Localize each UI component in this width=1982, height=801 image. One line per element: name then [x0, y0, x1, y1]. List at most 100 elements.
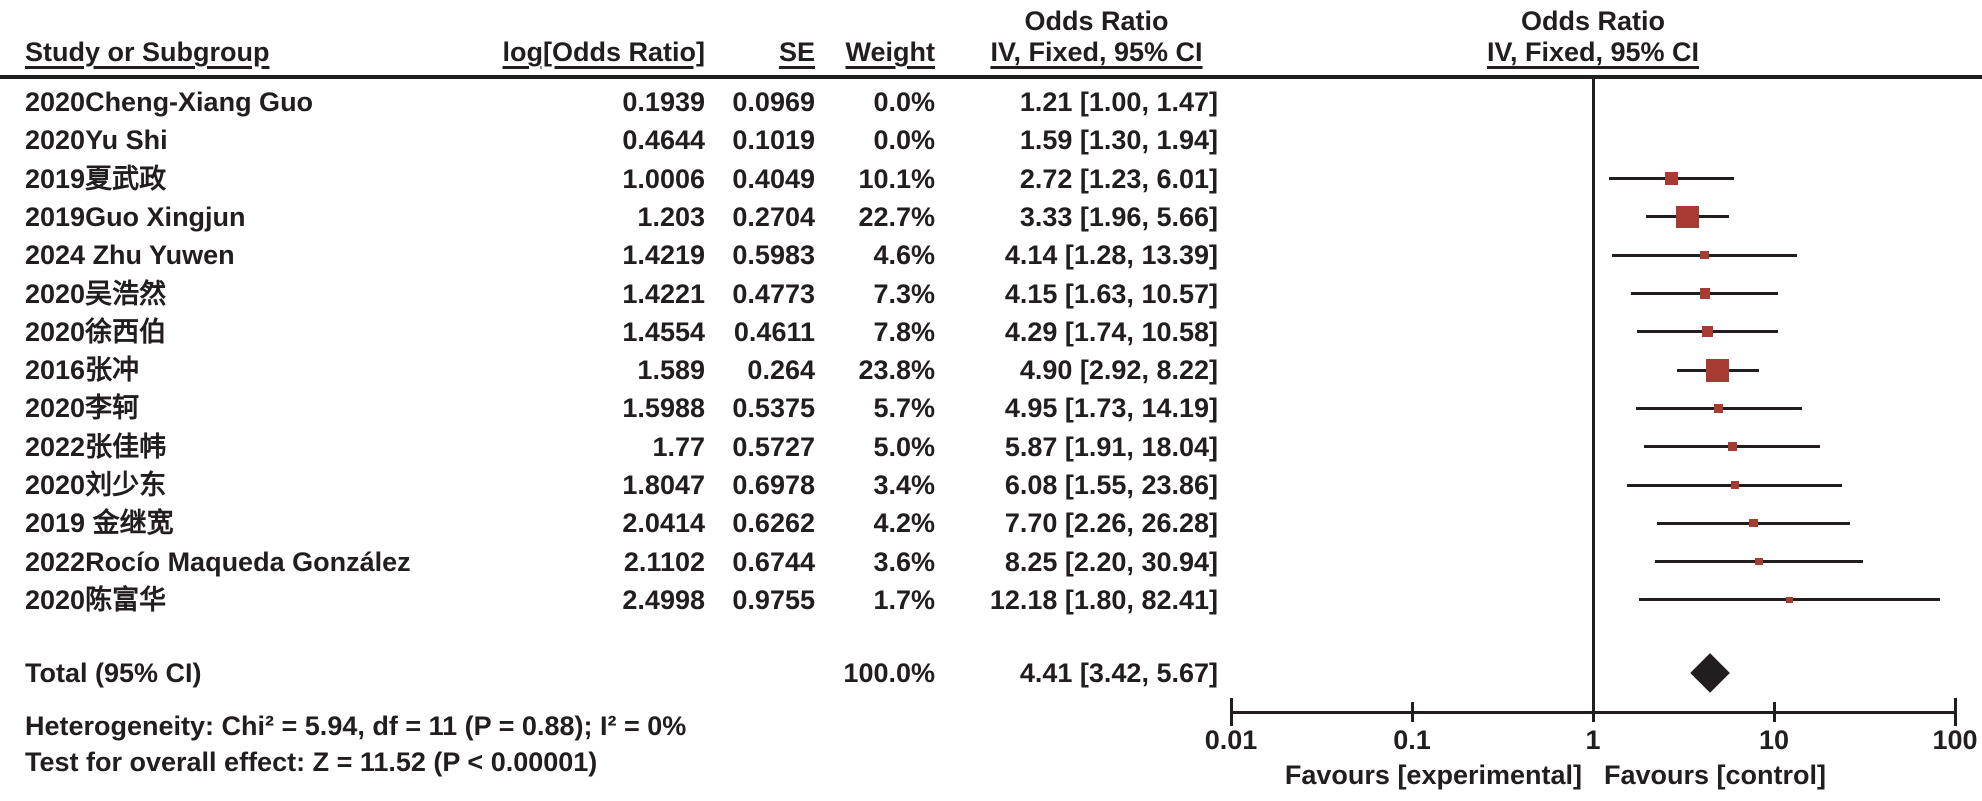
- total-weight-value: 100.0%: [843, 658, 935, 688]
- odds-ratio-ci-text: 4.29 [1.74, 10.58]: [1004, 316, 1218, 347]
- effect-size-marker: [1699, 288, 1711, 299]
- log-odds-ratio-value: 1.589: [637, 355, 705, 386]
- axis-tick: [1229, 698, 1233, 726]
- weight-value: 0.0%: [873, 125, 935, 156]
- study-name: 2019Guo Xingjun: [25, 201, 246, 232]
- study-name: 2020Cheng-Xiang Guo: [25, 87, 314, 117]
- study-name: 2020吴浩然: [25, 278, 167, 309]
- se-value: 0.4049: [732, 163, 815, 194]
- null-effect-line: [1591, 79, 1595, 712]
- study-name: 2020Yu Shi: [25, 125, 168, 156]
- study-name: 2020徐西伯: [25, 316, 167, 347]
- se-column-header: SE: [778, 37, 815, 67]
- log-odds-ratio-value: 2.1102: [623, 546, 705, 577]
- se-value: 0.6744: [732, 546, 815, 577]
- study-row: 2022张佳帏 1.77 0.5727 5.0% 5.87 [1.91, 18.…: [0, 428, 1982, 466]
- weight-value: 7.8%: [873, 316, 935, 347]
- ci-method-plot-column-header: IV, Fixed, 95% CI: [1486, 37, 1700, 67]
- favours-control-label: Favours [control]: [1604, 760, 1827, 790]
- odds-ratio-ci-text: 4.95 [1.73, 14.19]: [1004, 393, 1218, 424]
- axis-tick: [1953, 698, 1957, 726]
- se-value: 0.264: [747, 355, 815, 386]
- study-name: 2020陈富华: [25, 584, 167, 615]
- effect-size-marker: [1676, 205, 1699, 229]
- se-value: 0.5983: [732, 240, 815, 271]
- pooled-diamond: [1689, 653, 1730, 693]
- log-odds-ratio-value: 1.4219: [622, 240, 705, 271]
- effect-size-marker: [1714, 403, 1724, 414]
- axis-tick-label: 0.01: [1204, 725, 1258, 755]
- odds-ratio-ci-text: 6.08 [1.55, 23.86]: [1004, 470, 1218, 500]
- favours-experimental-label: Favours [experimental]: [1284, 760, 1582, 790]
- odds-ratio-ci-text: 2.72 [1.23, 6.01]: [1019, 163, 1218, 194]
- log-odds-ratio-value: 1.4554: [622, 316, 705, 347]
- study-name: 2022Rocío Maqueda González: [25, 546, 411, 577]
- effect-size-marker: [1786, 596, 1793, 604]
- odds-ratio-plot-column-title: Odds Ratio: [1520, 6, 1665, 36]
- log-odds-ratio-value: 1.4221: [622, 278, 705, 309]
- study-row: 2019夏武政 1.0006 0.4049 10.1% 2.72 [1.23, …: [0, 160, 1982, 198]
- weight-value: 22.7%: [858, 201, 935, 232]
- weight-value: 0.0%: [873, 87, 935, 117]
- overall-effect-text: Test for overall effect: Z = 11.52 (P < …: [25, 747, 598, 777]
- se-value: 0.4611: [733, 316, 815, 347]
- odds-ratio-ci-text: 12.18 [1.80, 82.41]: [989, 584, 1218, 615]
- axis-tick: [1591, 702, 1595, 722]
- total-label: Total (95% CI): [25, 658, 202, 688]
- se-value: 0.6978: [732, 470, 815, 500]
- odds-ratio-ci-text: 1.59 [1.30, 1.94]: [1019, 125, 1218, 156]
- axis-tick-label: 100: [1932, 725, 1978, 755]
- odds-ratio-ci-text: 7.70 [2.26, 26.28]: [1004, 508, 1218, 539]
- odds-ratio-ci-text: 3.33 [1.96, 5.66]: [1019, 201, 1218, 232]
- effect-size-marker: [1754, 557, 1763, 566]
- se-value: 0.0969: [732, 87, 815, 117]
- effect-size-marker: [1727, 442, 1737, 452]
- axis-tick-label: 0.1: [1393, 725, 1431, 755]
- heterogeneity-text: Heterogeneity: Chi² = 5.94, df = 11 (P =…: [25, 711, 687, 741]
- se-value: 0.4773: [732, 278, 815, 309]
- log-odds-ratio-value: 2.4998: [622, 584, 705, 615]
- header-rule: [0, 75, 1982, 79]
- weight-value: 1.7%: [873, 584, 935, 615]
- weight-value: 5.0%: [873, 431, 935, 462]
- se-value: 0.5375: [732, 393, 815, 424]
- log-odds-ratio-value: 1.5988: [622, 393, 705, 424]
- total-row: Total (95% CI) 100.0% 4.41 [3.42, 5.67]: [0, 654, 1982, 692]
- effect-size-marker: [1701, 326, 1713, 338]
- se-value: 0.6262: [732, 508, 815, 539]
- odds-ratio-ci-text: 4.15 [1.63, 10.57]: [1004, 278, 1218, 309]
- weight-value: 4.2%: [873, 508, 935, 539]
- study-row: 2020刘少东 1.8047 0.6978 3.4% 6.08 [1.55, 2…: [0, 466, 1982, 504]
- log-odds-ratio-value: 1.77: [652, 431, 705, 462]
- odds-ratio-ci-text: 5.87 [1.91, 18.04]: [1004, 431, 1218, 462]
- study-name: 2019夏武政: [25, 163, 167, 194]
- effect-size-marker: [1706, 358, 1730, 382]
- study-row: 2016张冲 1.589 0.264 23.8% 4.90 [2.92, 8.2…: [0, 351, 1982, 389]
- log-odds-ratio-value: 2.0414: [622, 508, 705, 539]
- log-odds-ratio-value: 0.4644: [622, 125, 705, 156]
- study-row: 2020Yu Shi 0.4644 0.1019 0.0% 1.59 [1.30…: [0, 121, 1982, 159]
- study-row: 2020吴浩然 1.4221 0.4773 7.3% 4.15 [1.63, 1…: [0, 275, 1982, 313]
- ci-method-text-column-header: IV, Fixed, 95% CI: [990, 37, 1203, 67]
- log-odds-ratio-column-header: log[Odds Ratio]: [502, 37, 705, 67]
- axis-tick: [1772, 702, 1776, 722]
- study-row: 2020陈富华 2.4998 0.9755 1.7% 12.18 [1.80, …: [0, 581, 1982, 619]
- se-value: 0.2704: [732, 201, 815, 232]
- effect-size-marker: [1700, 250, 1709, 260]
- weight-value: 23.8%: [858, 355, 935, 386]
- odds-ratio-ci-text: 1.21 [1.00, 1.47]: [1019, 87, 1218, 117]
- study-name: 2022张佳帏: [25, 431, 167, 462]
- study-row: 2020Cheng-Xiang Guo 0.1939 0.0969 0.0% 1…: [0, 83, 1982, 121]
- study-row: 2019 金继宽 2.0414 0.6262 4.2% 7.70 [2.26, …: [0, 504, 1982, 542]
- se-value: 0.5727: [732, 431, 815, 462]
- log-odds-ratio-value: 1.0006: [622, 163, 705, 194]
- study-row: 2020徐西伯 1.4554 0.4611 7.8% 4.29 [1.74, 1…: [0, 313, 1982, 351]
- axis-tick-label: 1: [1585, 725, 1601, 755]
- weight-value: 7.3%: [873, 278, 935, 309]
- weight-value: 5.7%: [873, 393, 935, 424]
- study-name: 2016张冲: [25, 355, 140, 386]
- study-name: 2019 金继宽: [25, 508, 174, 539]
- axis-tick: [1410, 702, 1414, 722]
